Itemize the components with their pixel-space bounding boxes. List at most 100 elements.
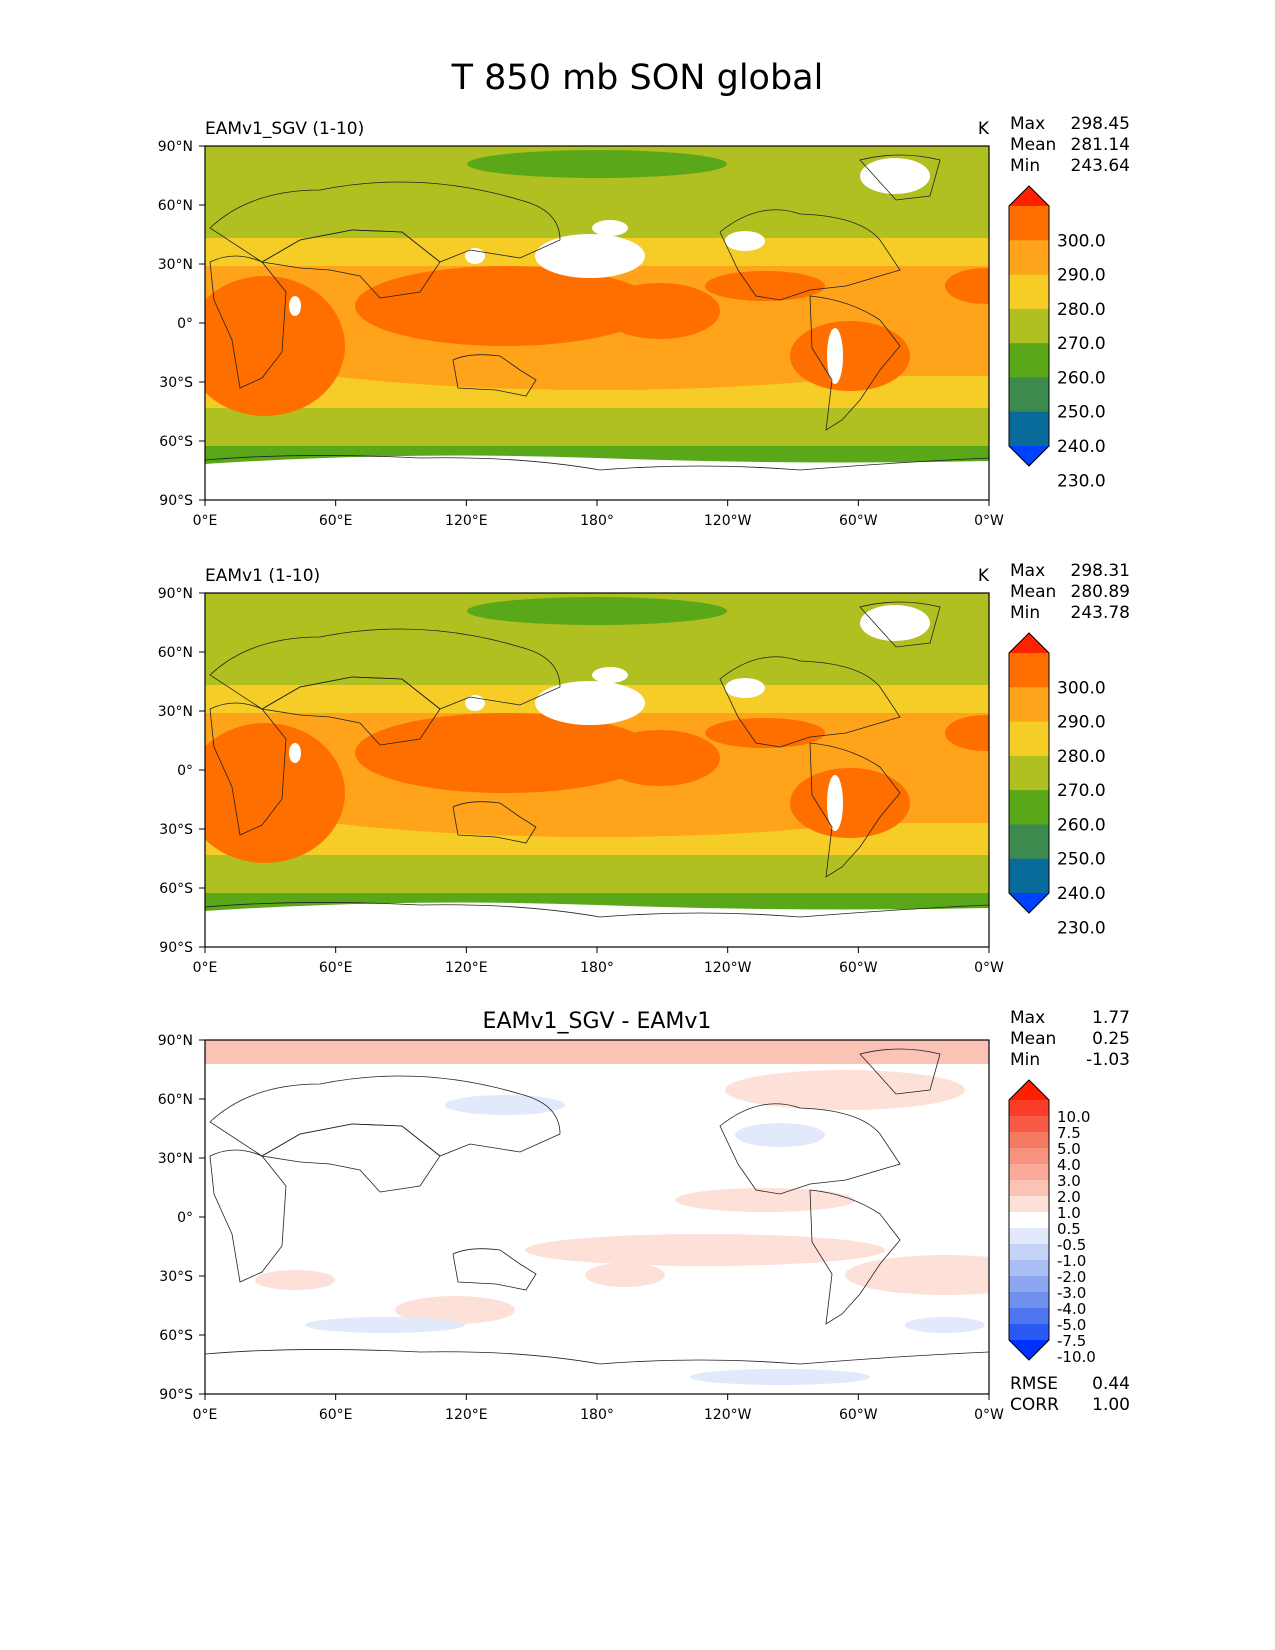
y-tick-label: 60°N	[158, 645, 193, 661]
colorbar-segment	[1009, 1100, 1049, 1117]
contour-field	[205, 146, 989, 500]
masked-antarctica	[205, 455, 989, 500]
stat-label: Max	[1010, 114, 1045, 134]
masked-region	[535, 681, 645, 725]
colorbar-segment	[1009, 1260, 1049, 1277]
colorbar-label: 7.5	[1057, 1124, 1081, 1142]
temperature-band	[205, 408, 989, 446]
colorbar-label: 240.0	[1057, 884, 1106, 904]
masked-region	[289, 296, 301, 316]
stat-label: Max	[1010, 561, 1045, 581]
colorbar-label: 1.0	[1057, 1204, 1081, 1222]
coastline	[209, 181, 561, 263]
difference-contour	[905, 1317, 985, 1333]
y-tick-label: 30°N	[158, 704, 193, 720]
coastline	[209, 255, 287, 389]
y-tick-label: 30°N	[158, 257, 193, 273]
y-tick-label: 90°S	[159, 1387, 193, 1403]
colorbar-label: 270.0	[1057, 781, 1106, 801]
masked-region	[827, 775, 843, 831]
units-label: K	[978, 119, 990, 139]
colorbar-label: 260.0	[1057, 368, 1106, 388]
figure-title: T 850 mb SON global	[451, 58, 824, 98]
coastline	[452, 801, 537, 844]
colorbar-label: 290.0	[1057, 713, 1106, 733]
colorbar-segment	[1009, 1116, 1049, 1133]
y-tick-label: 60°S	[159, 881, 193, 897]
colorbar-extend-bottom	[1009, 446, 1049, 466]
coastline	[859, 154, 941, 201]
map-panel-2: 0°E 60°E 120°E 180° 120°W 60°W 0°W 90°N 60°N 30°N…	[158, 561, 1130, 976]
temperature-band	[205, 855, 989, 893]
y-tick-label: 0°	[177, 316, 193, 332]
colorbar-extend-bottom	[1009, 1340, 1049, 1360]
stat-value: 0.25	[1092, 1029, 1130, 1049]
y-tick-label: 90°N	[158, 139, 193, 155]
stat-value: 280.89	[1071, 582, 1130, 602]
difference-contour	[735, 1123, 825, 1147]
colorbar-segment	[1009, 1292, 1049, 1309]
colorbar-label: -10.0	[1057, 1348, 1096, 1366]
corr-value: 1.00	[1092, 1395, 1130, 1415]
colorbar-segment	[1009, 824, 1049, 860]
colorbar-extend-top	[1009, 186, 1049, 206]
coastline	[719, 656, 901, 748]
coastline	[452, 354, 537, 397]
contour-field	[205, 593, 989, 947]
temperature-contour	[467, 597, 727, 625]
temperature-contour	[467, 150, 727, 178]
y-tick-label: 90°N	[158, 586, 193, 602]
difference-contour	[525, 1234, 885, 1266]
units-label: K	[978, 566, 990, 586]
y-tick-label: 60°S	[159, 434, 193, 450]
colorbar-label: 5.0	[1057, 1140, 1081, 1158]
x-tick-label: 60°E	[319, 1407, 353, 1423]
y-tick-label: 90°S	[159, 493, 193, 509]
colorbar-label: 2.0	[1057, 1188, 1081, 1206]
colorbar-label: 280.0	[1057, 300, 1106, 320]
stat-label: Mean	[1010, 582, 1056, 602]
stat-label: Min	[1010, 156, 1040, 176]
colorbar-segment	[1009, 1228, 1049, 1245]
colorbar-outline	[1008, 1079, 1050, 1361]
stat-value: 298.31	[1071, 561, 1130, 581]
stat-value: -1.03	[1086, 1050, 1130, 1070]
panel-title: EAMv1_SGV (1-10)	[205, 119, 364, 139]
colorbar-segment	[1009, 1196, 1049, 1213]
colorbar-label: -1.0	[1057, 1252, 1086, 1270]
difference-contour	[690, 1369, 870, 1385]
colorbar-segment	[1009, 1244, 1049, 1261]
map-panel-1: 0°E 60°E 120°E 180° 120°W 60°W 0°W 90°N 60°N 30°N…	[158, 114, 1130, 529]
difference-contour	[725, 1070, 965, 1110]
masked-region	[592, 220, 628, 236]
colorbar-segment	[1009, 858, 1049, 894]
colorbar-label: 270.0	[1057, 334, 1106, 354]
y-tick-label: 0°	[177, 763, 193, 779]
temperature-contour	[790, 321, 910, 391]
x-tick-label: 120°W	[704, 513, 752, 529]
x-tick-label: 0°E	[193, 513, 218, 529]
coastline	[719, 209, 901, 301]
stat-value: 1.77	[1092, 1008, 1130, 1028]
x-tick-label: 60°W	[839, 1407, 878, 1423]
y-tick-label: 30°S	[159, 1269, 193, 1285]
x-tick-label: 180°	[580, 960, 614, 976]
colorbar-label: 230.0	[1057, 471, 1106, 491]
x-tick-label: 120°E	[445, 960, 488, 976]
y-tick-label: 60°S	[159, 1328, 193, 1344]
colorbar-segment	[1009, 755, 1049, 791]
coastline	[809, 742, 901, 878]
colorbar-segment	[1009, 790, 1049, 825]
y-tick-label: 0°	[177, 1210, 193, 1226]
colorbar-segment	[1009, 1212, 1049, 1229]
coastline	[719, 1103, 901, 1195]
temperature-contour	[705, 271, 825, 301]
x-tick-label: 0°W	[974, 1407, 1004, 1423]
colorbar-segment	[1009, 1180, 1049, 1197]
temperature-contour	[205, 276, 345, 416]
colorbar-segment	[1009, 1308, 1049, 1325]
temperature-contour	[355, 713, 655, 793]
colorbar-segment	[1009, 1132, 1049, 1149]
y-tick-label: 90°S	[159, 940, 193, 956]
coastlines	[205, 154, 989, 471]
